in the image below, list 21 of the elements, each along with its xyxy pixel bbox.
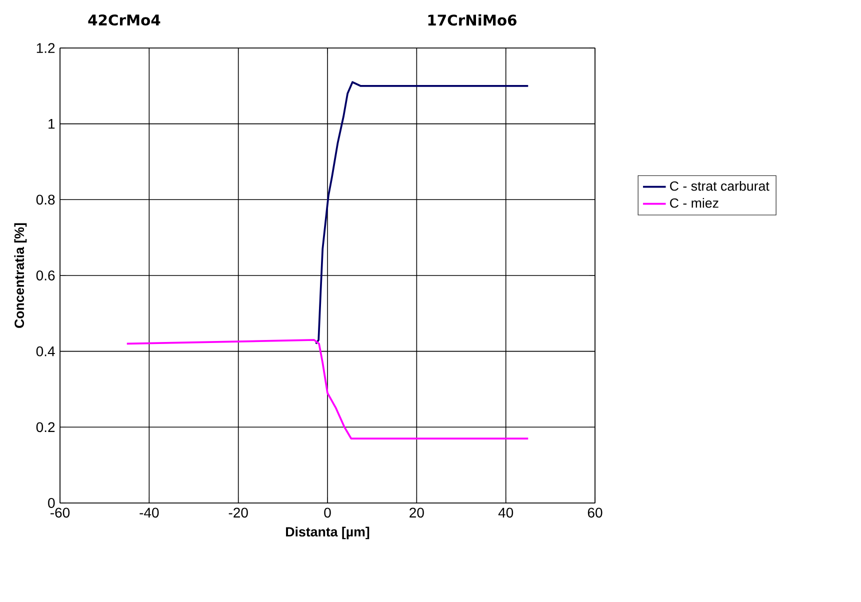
x-tick-label: 40 — [498, 508, 514, 518]
y-tick-label: 0.2 — [36, 422, 55, 432]
legend-label: C - strat carburat — [670, 180, 770, 191]
y-tick-label: 0.8 — [36, 194, 55, 205]
text: 17CrNiMo6 — [428, 14, 516, 26]
text: 42CrMo4 — [88, 14, 160, 26]
y-tick-label: 1.2 — [36, 43, 55, 53]
x-tick-label: 20 — [410, 508, 424, 518]
x-tick-label: -20 — [228, 508, 248, 518]
y-tick-label: 0 — [48, 498, 55, 508]
y-tick-label: 1 — [48, 119, 55, 129]
x-axis-title: Distanta [µm] — [286, 526, 370, 540]
y-tick-label: 0.4 — [36, 346, 55, 356]
x-tick-label: 60 — [588, 508, 602, 518]
line-series — [314, 81, 530, 345]
x-tick-label: -40 — [140, 508, 159, 518]
y-tick-label: 0.6 — [36, 270, 55, 280]
legend-label: C - miez — [670, 198, 718, 208]
x-tick-label: 0 — [324, 508, 331, 518]
y-axis-title: Concentratia [%] — [14, 223, 27, 328]
x-tick-label: -60 — [50, 508, 70, 518]
